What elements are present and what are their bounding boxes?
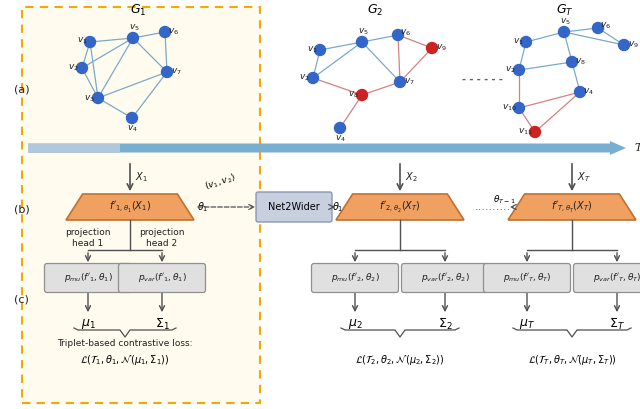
Text: (c): (c) xyxy=(14,295,29,305)
Text: $v_{5}$: $v_{5}$ xyxy=(358,27,369,37)
Circle shape xyxy=(426,43,438,54)
Text: $v_{2}$: $v_{2}$ xyxy=(504,65,515,75)
Text: Net2Wider: Net2Wider xyxy=(268,202,320,212)
FancyBboxPatch shape xyxy=(118,263,205,292)
Text: - - - - - -: - - - - - - xyxy=(461,75,502,85)
Text: Time: Time xyxy=(634,143,640,153)
Text: $p_{mu}(f'_2,\theta_2)$: $p_{mu}(f'_2,\theta_2)$ xyxy=(330,272,380,285)
Text: $v_{7}$: $v_{7}$ xyxy=(404,77,415,87)
Text: $X_2$: $X_2$ xyxy=(405,171,418,184)
Text: $v_{2}$: $v_{2}$ xyxy=(299,73,309,83)
FancyBboxPatch shape xyxy=(401,263,488,292)
Text: $\theta_{T-1}$: $\theta_{T-1}$ xyxy=(493,194,515,206)
Text: $\mu_2$: $\mu_2$ xyxy=(348,317,362,331)
Circle shape xyxy=(127,32,138,43)
Circle shape xyxy=(84,36,95,47)
Text: $v_{1}$: $v_{1}$ xyxy=(513,37,524,47)
Circle shape xyxy=(394,76,406,88)
Circle shape xyxy=(529,126,541,137)
Polygon shape xyxy=(66,194,194,220)
Text: $v_{4}$: $v_{4}$ xyxy=(335,134,346,144)
Text: $G_1$: $G_1$ xyxy=(130,2,146,18)
Polygon shape xyxy=(508,194,636,220)
Circle shape xyxy=(513,103,525,114)
Circle shape xyxy=(314,45,326,56)
Text: $p_{var}(f'_T,\theta_T)$: $p_{var}(f'_T,\theta_T)$ xyxy=(593,272,640,285)
FancyBboxPatch shape xyxy=(312,263,399,292)
FancyBboxPatch shape xyxy=(22,7,260,403)
Text: Triplet-based contrastive loss:: Triplet-based contrastive loss: xyxy=(57,339,193,348)
Circle shape xyxy=(566,56,577,67)
Circle shape xyxy=(77,63,88,74)
Text: $v_{4}$: $v_{4}$ xyxy=(127,124,138,134)
Circle shape xyxy=(159,27,170,38)
Text: $\mathcal{L}(\mathcal{T}_T,\theta_T,\mathcal{N}(\mu_T,\Sigma_T))$: $\mathcal{L}(\mathcal{T}_T,\theta_T,\mat… xyxy=(527,353,616,367)
Text: $v_{6}$: $v_{6}$ xyxy=(401,28,412,38)
Circle shape xyxy=(618,40,630,50)
Text: projection
head 2: projection head 2 xyxy=(140,228,185,248)
Text: $p_{mu}(f'_T,\theta_T)$: $p_{mu}(f'_T,\theta_T)$ xyxy=(502,272,551,285)
Circle shape xyxy=(513,65,525,76)
Text: $v_{7}$: $v_{7}$ xyxy=(171,67,181,77)
Text: $G_2$: $G_2$ xyxy=(367,2,383,18)
Circle shape xyxy=(559,27,570,38)
Text: ..........: .......... xyxy=(475,202,511,212)
Text: $f'_{T,\theta_T}(X_T)$: $f'_{T,\theta_T}(X_T)$ xyxy=(551,200,593,215)
FancyBboxPatch shape xyxy=(256,192,332,222)
Circle shape xyxy=(593,22,604,34)
Text: $v_{2}$: $v_{2}$ xyxy=(68,63,78,73)
Circle shape xyxy=(520,36,531,47)
Text: $v_{8}$: $v_{8}$ xyxy=(348,90,358,100)
Text: $\theta_1$: $\theta_1$ xyxy=(197,200,209,214)
Text: $v_{4}$: $v_{4}$ xyxy=(582,87,593,97)
Text: $X_T$: $X_T$ xyxy=(577,171,591,184)
Circle shape xyxy=(392,29,403,40)
Text: $\mathcal{L}(\mathcal{T}_1,\theta_1,\mathcal{N}(\mu_1,\Sigma_1))$: $\mathcal{L}(\mathcal{T}_1,\theta_1,\mat… xyxy=(80,353,170,367)
Circle shape xyxy=(161,67,173,77)
Text: $G_T$: $G_T$ xyxy=(556,2,574,18)
Text: $\theta_1$: $\theta_1$ xyxy=(332,200,344,214)
FancyBboxPatch shape xyxy=(483,263,570,292)
Text: $v_{1}$: $v_{1}$ xyxy=(307,45,317,55)
Text: $f'_{2,\theta_2}(X_T)$: $f'_{2,\theta_2}(X_T)$ xyxy=(379,200,421,215)
Circle shape xyxy=(356,36,367,47)
Text: $p_{var}(f'_1,\theta_1)$: $p_{var}(f'_1,\theta_1)$ xyxy=(138,272,186,285)
Circle shape xyxy=(575,86,586,97)
FancyBboxPatch shape xyxy=(573,263,640,292)
Text: $\Sigma_2$: $\Sigma_2$ xyxy=(438,317,452,332)
FancyBboxPatch shape xyxy=(45,263,131,292)
Text: $\mathcal{L}(\mathcal{T}_2,\theta_2,\mathcal{N}(\mu_2,\Sigma_2))$: $\mathcal{L}(\mathcal{T}_2,\theta_2,\mat… xyxy=(355,353,445,367)
Text: $\Sigma_1$: $\Sigma_1$ xyxy=(155,317,170,332)
Circle shape xyxy=(307,72,319,83)
Text: $\Sigma_T$: $\Sigma_T$ xyxy=(609,317,625,332)
Text: $v_{5}$: $v_{5}$ xyxy=(559,17,570,27)
Text: (b): (b) xyxy=(14,205,29,215)
Text: $X_1$: $X_1$ xyxy=(135,171,148,184)
Text: $v_{1}$: $v_{1}$ xyxy=(77,36,88,46)
Text: $v_{5}$: $v_{5}$ xyxy=(129,23,140,33)
Text: $p_{var}(f'_2,\theta_2)$: $p_{var}(f'_2,\theta_2)$ xyxy=(420,272,470,285)
Text: $p_{mu}(f'_1,\theta_1)$: $p_{mu}(f'_1,\theta_1)$ xyxy=(63,272,113,285)
Text: $v_{10}$: $v_{10}$ xyxy=(502,103,516,113)
Text: $\mu_T$: $\mu_T$ xyxy=(519,317,535,331)
Text: $v_{3}$: $v_{3}$ xyxy=(84,94,95,104)
Polygon shape xyxy=(336,194,464,220)
Polygon shape xyxy=(28,144,120,153)
Text: $(v_1,v_2)$: $(v_1,v_2)$ xyxy=(203,171,237,193)
Text: $v_{9}$: $v_{9}$ xyxy=(628,40,639,50)
Text: $v_{8}$: $v_{8}$ xyxy=(575,57,586,67)
Text: projection
head 1: projection head 1 xyxy=(65,228,111,248)
Text: $v_{9}$: $v_{9}$ xyxy=(436,43,447,53)
Text: $v_{11}$: $v_{11}$ xyxy=(518,127,532,137)
Text: $v_{6}$: $v_{6}$ xyxy=(600,21,612,31)
FancyArrow shape xyxy=(28,141,626,155)
Text: $v_{6}$: $v_{6}$ xyxy=(168,27,180,37)
Circle shape xyxy=(93,92,104,103)
Text: $f'_{1,\theta_1}(X_1)$: $f'_{1,\theta_1}(X_1)$ xyxy=(109,200,151,215)
Circle shape xyxy=(356,90,367,101)
Circle shape xyxy=(335,123,346,133)
Text: $\mu_1$: $\mu_1$ xyxy=(81,317,95,331)
Circle shape xyxy=(127,112,138,124)
Text: (a): (a) xyxy=(14,85,29,95)
